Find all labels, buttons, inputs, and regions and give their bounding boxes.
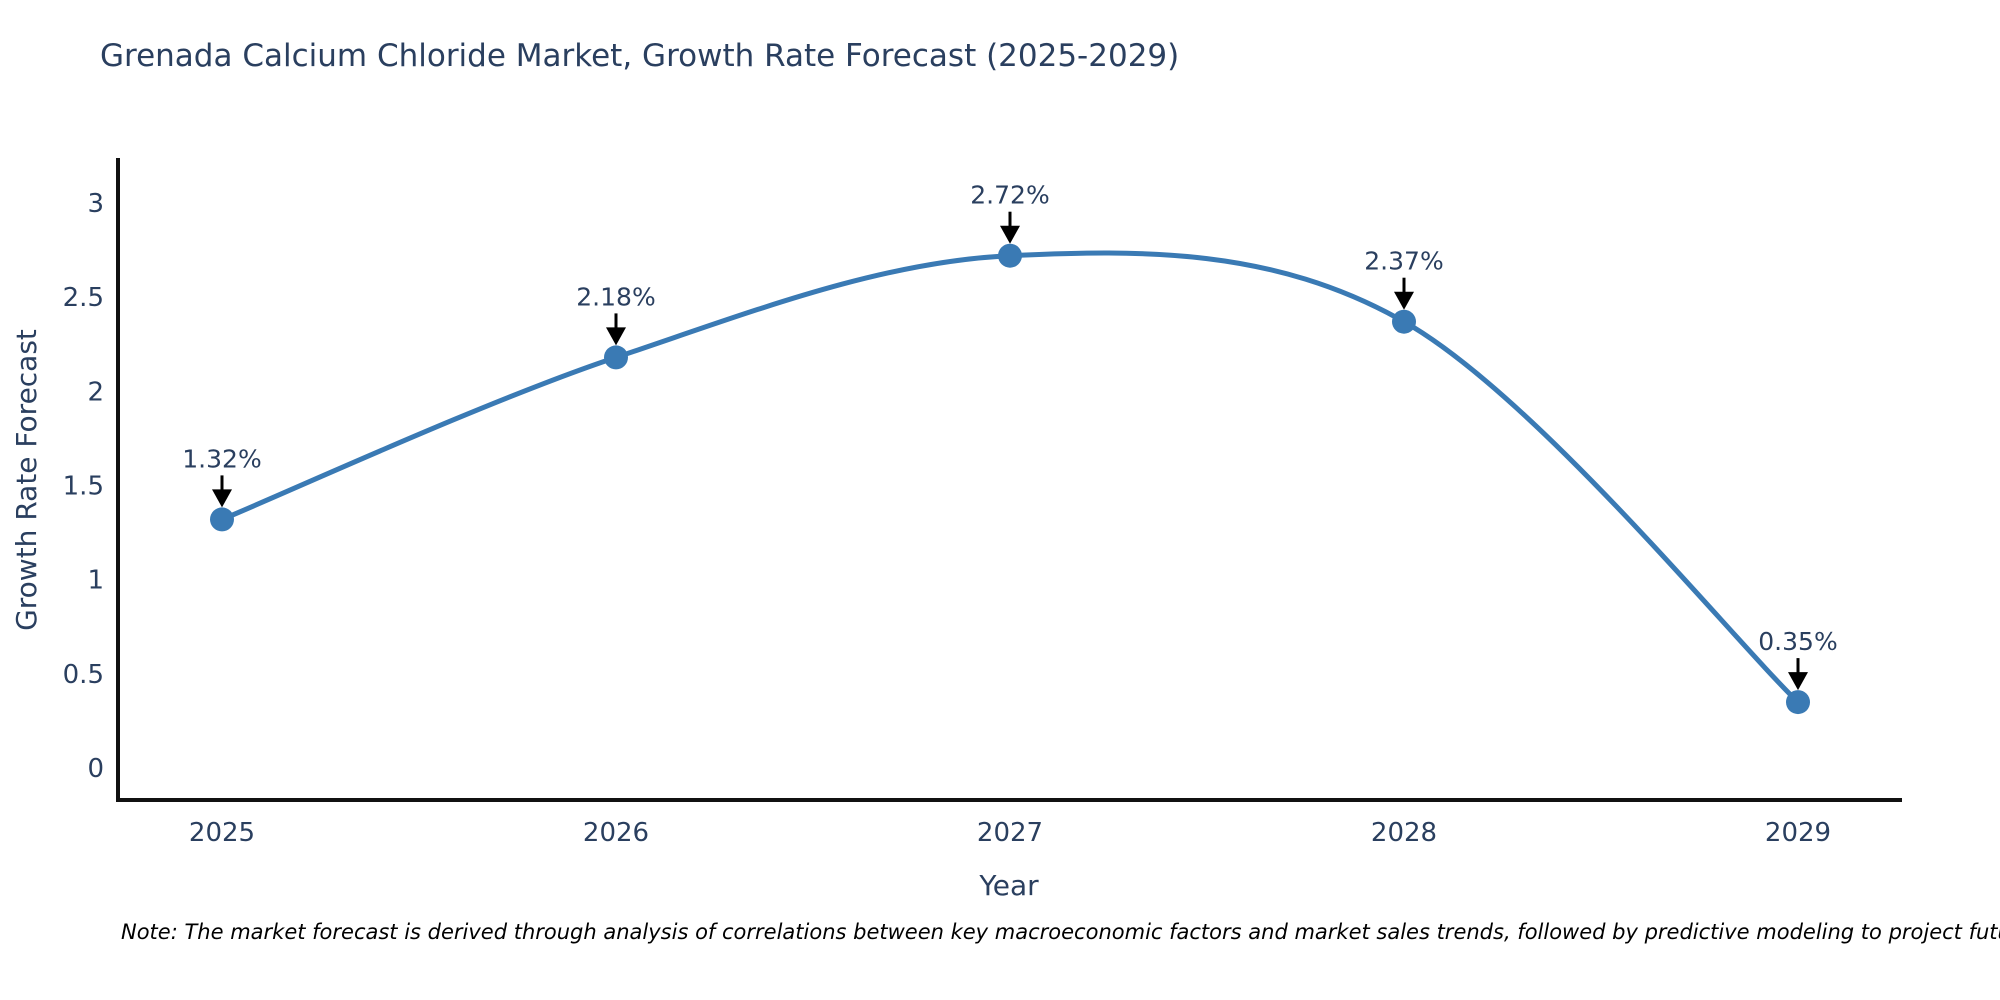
point-value-label: 2.18% — [576, 282, 655, 311]
forecast-line — [219, 250, 1801, 705]
x-tick-label: 2029 — [1765, 818, 1831, 848]
x-tick-label: 2025 — [189, 818, 255, 848]
y-tick-label: 2 — [87, 377, 104, 407]
annotation-arrowhead — [212, 489, 232, 508]
y-tick-label: 0 — [87, 754, 104, 784]
data-point-2028[interactable] — [1392, 309, 1416, 334]
y-tick-label: 3 — [87, 189, 104, 219]
y-tick-label: 1 — [87, 566, 104, 596]
y-axis-title: Growth Rate Forecast — [10, 329, 43, 631]
point-value-label: 0.35% — [1758, 627, 1837, 656]
annotation-arrowhead — [606, 327, 626, 346]
chart-title: Grenada Calcium Chloride Market, Growth … — [100, 38, 1180, 74]
point-value-label: 2.72% — [970, 181, 1049, 210]
x-tick-label: 2026 — [583, 818, 649, 848]
growth-rate-forecast-chart: 0 0.5 1 1.5 2 2.5 3 2025 2026 2027 2028 2029 Growth … — [10, 158, 1902, 902]
point-value-label: 2.37% — [1364, 247, 1443, 276]
axes-lines — [116, 158, 1902, 802]
chart-footnote: Note: The market forecast is derived thr… — [121, 920, 2000, 944]
y-tick-label: 2.5 — [63, 283, 104, 313]
annotation-arrowhead — [1788, 672, 1808, 691]
annotation-arrowhead — [1394, 291, 1414, 310]
data-point-2027[interactable] — [998, 243, 1022, 268]
data-point-2025[interactable] — [210, 507, 234, 532]
data-point-2026[interactable] — [604, 345, 628, 370]
x-tick-label: 2027 — [977, 818, 1043, 848]
x-axis-title: Year — [978, 869, 1039, 902]
y-tick-label: 0.5 — [63, 660, 104, 690]
x-tick-label: 2028 — [1371, 818, 1437, 848]
data-point-2029[interactable] — [1786, 690, 1810, 715]
point-value-label: 1.32% — [182, 444, 261, 473]
annotation-arrowhead — [1000, 225, 1020, 244]
y-tick-label: 1.5 — [63, 472, 104, 502]
